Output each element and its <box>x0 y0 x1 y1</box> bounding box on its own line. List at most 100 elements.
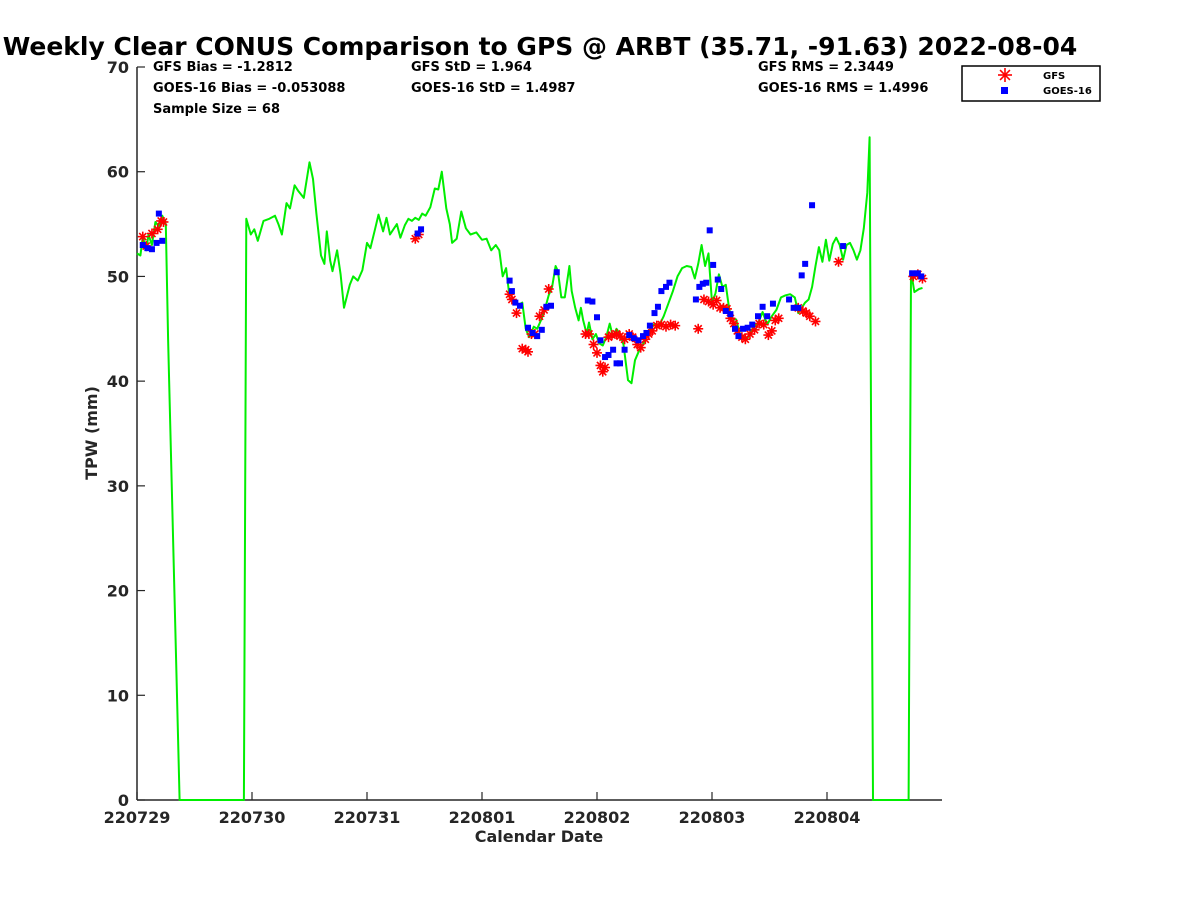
x-tick-label: 220803 <box>679 808 746 827</box>
gfs-point-stroke <box>737 333 747 342</box>
gfs-point-stroke <box>712 296 721 305</box>
goes-point <box>703 279 710 286</box>
gps-series-line <box>136 136 923 801</box>
goes-point <box>840 243 847 250</box>
goes-point <box>786 296 793 303</box>
goes-point <box>418 226 425 233</box>
gfs-point <box>534 311 545 322</box>
goes-point <box>714 276 721 283</box>
gfs-point-stroke <box>523 347 533 356</box>
goes-point <box>749 321 756 328</box>
goes-point <box>414 230 421 237</box>
legend-gfs-asterisk-icon <box>998 68 1012 82</box>
goes-point <box>621 346 628 353</box>
gfs-point-stroke <box>612 329 621 339</box>
goes-point <box>640 333 646 340</box>
goes-point <box>630 335 637 342</box>
gfs-point-stroke <box>729 319 738 328</box>
goes-point <box>155 210 162 217</box>
gfs-point <box>506 294 517 305</box>
gfs-point <box>810 316 821 327</box>
goes-point <box>553 269 560 276</box>
gfs-point-stroke <box>138 232 147 241</box>
gfs-point <box>583 329 594 340</box>
goes-point <box>666 279 673 286</box>
legend-gfs-label: GFS <box>1043 71 1065 82</box>
x-tick-label: 220804 <box>794 808 861 827</box>
goes-point <box>602 354 609 361</box>
gfs-point <box>523 346 533 357</box>
gfs-point-stroke <box>666 320 675 329</box>
gfs-point-stroke <box>805 312 814 321</box>
gfs-point <box>635 342 646 353</box>
goes-point <box>538 326 545 333</box>
goes-point <box>740 325 747 332</box>
goes-point <box>802 260 809 267</box>
goes-point <box>139 242 146 249</box>
goes-point <box>809 202 816 209</box>
x-tick-label: 220729 <box>104 808 171 827</box>
goes-point <box>548 302 554 309</box>
gfs-point-stroke <box>589 340 598 349</box>
y-tick-label: 40 <box>107 372 129 391</box>
stats-annotations: GFS Bias = -1.2812 GOES-16 Bias = -0.053… <box>153 60 928 117</box>
gfs-point-stroke <box>759 320 768 329</box>
goes-point <box>755 313 761 320</box>
goes-point <box>543 303 550 310</box>
goes-point <box>699 280 706 287</box>
goes-point <box>663 283 669 290</box>
y-tick-label: 70 <box>107 58 129 77</box>
goes-point <box>159 237 166 244</box>
gfs-point-stroke <box>834 257 843 266</box>
legend: GFS GOES-16 <box>961 65 1101 102</box>
goes-point <box>643 329 650 336</box>
y-tick-label: 20 <box>107 582 129 601</box>
goes-point <box>153 239 160 246</box>
goes-point <box>692 296 699 303</box>
gfs-point <box>611 329 622 340</box>
goes-point <box>646 322 653 329</box>
gfs-point-stroke <box>641 335 650 344</box>
y-tick-label: 60 <box>107 163 129 182</box>
goes-point <box>798 272 805 279</box>
gfs-point-stroke <box>507 295 517 304</box>
gfs-point <box>511 308 522 319</box>
x-tick-label: 220801 <box>449 808 516 827</box>
x-tick-label: 220802 <box>564 808 631 827</box>
gfs-point-stroke <box>636 343 645 352</box>
goes-point <box>696 283 703 290</box>
goes-point <box>718 285 725 292</box>
goes-point <box>617 360 623 367</box>
gfs-point-stroke <box>657 320 666 329</box>
gfs-point-stroke <box>699 295 709 304</box>
sample-size-text: Sample Size = 68 <box>153 102 280 117</box>
goes-point <box>722 307 729 314</box>
gfs-point <box>773 313 784 324</box>
goes-point <box>744 324 751 331</box>
gfs-point <box>766 325 777 336</box>
goes-point <box>613 360 620 367</box>
goes-point <box>769 300 776 307</box>
goes-point <box>727 311 734 318</box>
gfs-point-stroke <box>535 312 544 321</box>
gfs-point-stroke <box>767 326 776 335</box>
gfs-point <box>711 295 722 306</box>
goes-point <box>626 332 633 339</box>
y-tick-label: 50 <box>107 267 129 286</box>
gfs-point-stroke <box>147 229 157 238</box>
legend-goes-square-icon <box>1001 87 1008 94</box>
goes-point <box>584 297 591 304</box>
gfs-point <box>152 224 163 235</box>
goes-point <box>512 299 519 306</box>
gfs-point <box>158 216 169 227</box>
gfs-point-stroke <box>600 363 610 372</box>
gfs-point <box>146 228 157 239</box>
goes-point <box>909 270 916 277</box>
gfs-point-stroke <box>159 217 168 227</box>
gfs-point-stroke <box>153 225 162 234</box>
goes-point <box>764 313 771 320</box>
gfs-point-stroke <box>518 344 527 353</box>
gfs-point-stroke <box>704 297 713 306</box>
gfs-point-stroke <box>750 325 759 334</box>
goes-rms-text: GOES-16 RMS = 1.4996 <box>758 81 928 96</box>
